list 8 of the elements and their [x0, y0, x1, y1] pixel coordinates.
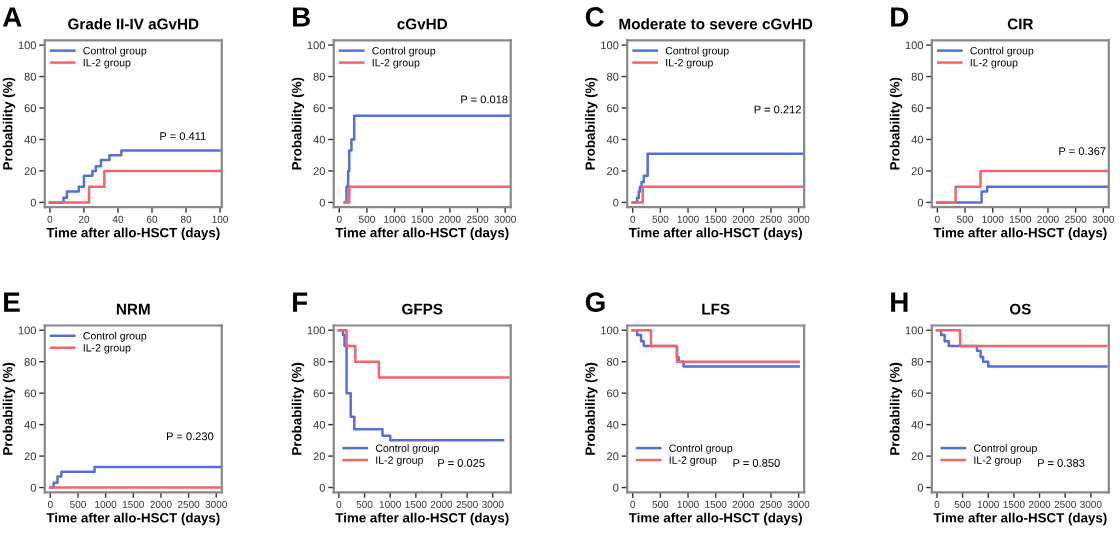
text: B [293, 7, 310, 27]
text: D [891, 7, 909, 27]
text: E [4, 292, 20, 312]
text: A [2, 7, 22, 27]
text: H [891, 292, 908, 312]
text: G [585, 292, 605, 312]
text: C [585, 7, 604, 27]
text: F [293, 292, 308, 312]
